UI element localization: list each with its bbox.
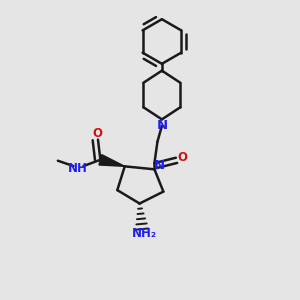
Polygon shape (99, 154, 125, 166)
Text: O: O (177, 151, 188, 164)
Text: O: O (92, 127, 102, 140)
Text: NH: NH (68, 162, 88, 175)
Text: NH₂: NH₂ (132, 227, 157, 240)
Text: N: N (154, 159, 165, 172)
Text: N: N (156, 119, 167, 132)
